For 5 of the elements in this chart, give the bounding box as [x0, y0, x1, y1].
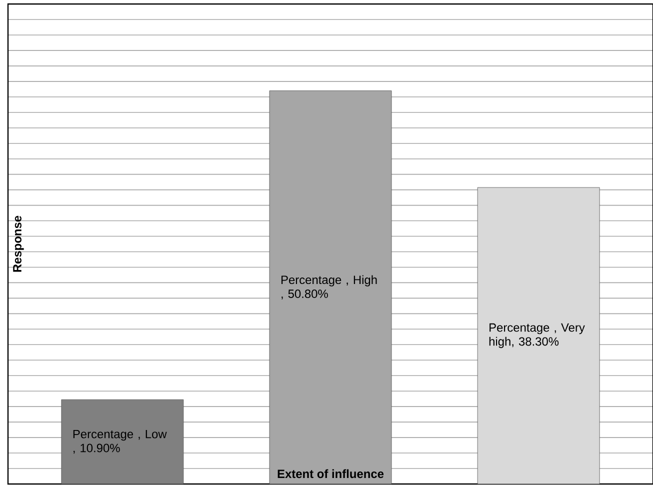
data-label: Percentage , Very high, 38.30%: [489, 323, 585, 348]
y-axis-title: Response: [13, 216, 24, 272]
data-label: Percentage , High , 50.80%: [281, 275, 377, 300]
x-axis-title: Extent of influence: [278, 469, 384, 478]
data-label: Percentage , Low , 10.90%: [73, 430, 167, 454]
